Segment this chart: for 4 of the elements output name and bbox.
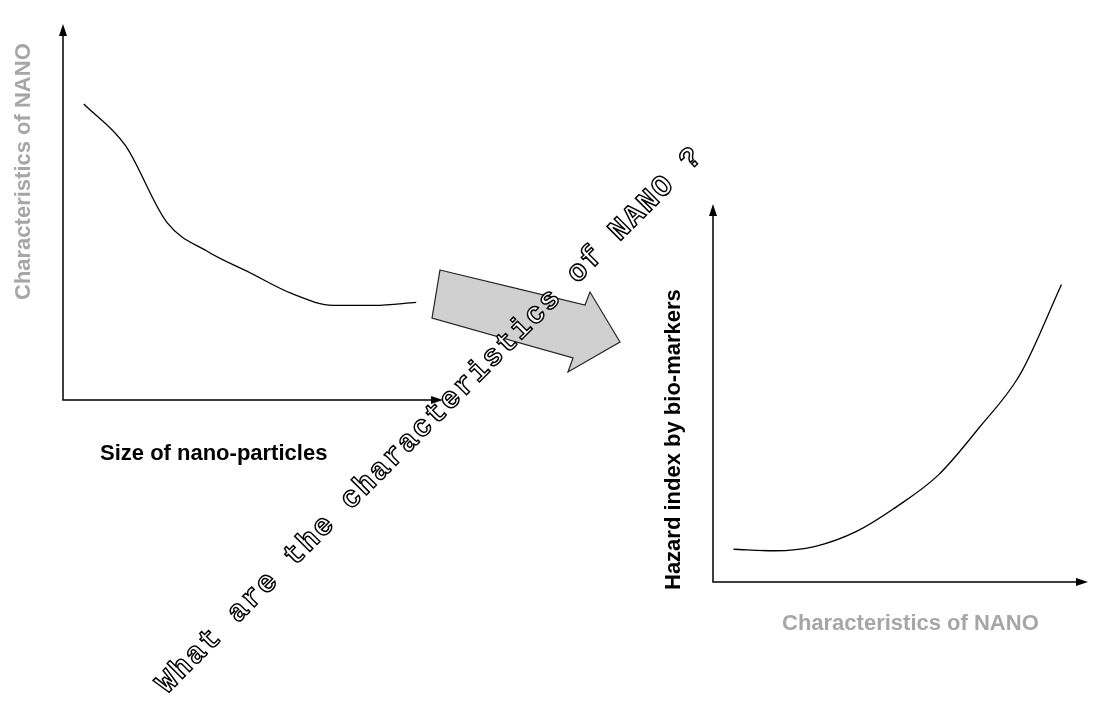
x-axis-title: Size of nano-particles — [100, 440, 328, 466]
x-axis-title: Characteristics of NANO — [782, 610, 1039, 636]
y-axis-title: Characteristics of NANO — [10, 43, 36, 300]
y-axis-title: Hazard index by bio-markers — [660, 289, 686, 590]
